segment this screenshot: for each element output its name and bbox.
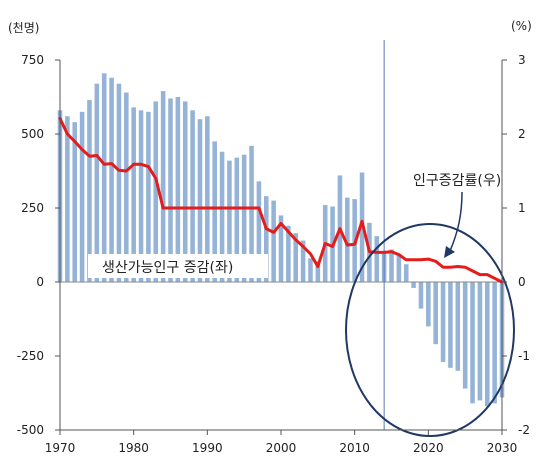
bar: [418, 282, 424, 309]
bar: [286, 225, 291, 282]
bar: [433, 282, 438, 345]
bar: [411, 282, 416, 288]
bar: [175, 97, 181, 282]
bar: [197, 119, 203, 282]
right-tick-label: 0: [518, 275, 526, 289]
bar-series: [57, 73, 505, 407]
bar: [426, 282, 431, 327]
bar: [94, 83, 100, 283]
left-tick-label: 750: [21, 53, 44, 67]
line-series-label: 인구증감률(우): [413, 173, 501, 189]
bar: [182, 101, 188, 282]
callout-arrow: [449, 191, 463, 252]
bar: [190, 110, 195, 282]
bar: [249, 145, 254, 282]
bar: [241, 154, 247, 282]
x-tick-label: 2000: [266, 441, 297, 455]
bar: [440, 282, 446, 362]
bar: [234, 157, 240, 282]
bar: [278, 215, 284, 282]
bar: [160, 91, 166, 282]
bar: [403, 264, 409, 282]
bar: [131, 107, 136, 282]
bar: [448, 282, 453, 368]
left-tick-label: 500: [21, 127, 44, 141]
bar: [87, 99, 92, 283]
bar: [492, 282, 497, 404]
x-tick-label: 2030: [487, 441, 518, 455]
bar-series-label: 생산가능인구 증감(좌): [102, 260, 233, 276]
bar: [315, 261, 321, 282]
bar: [374, 236, 380, 282]
bar: [205, 116, 210, 283]
right-tick-label: -2: [518, 423, 530, 437]
bar: [263, 196, 269, 282]
bar: [146, 111, 151, 282]
bar: [484, 282, 490, 407]
bar: [389, 249, 394, 282]
axis-ticks: 750 500 250 0 -250 -500 3 2 1 0 -1 -2 1970 1980 1990 20…: [17, 53, 530, 455]
x-tick-label: 1970: [45, 441, 76, 455]
bar: [138, 110, 144, 282]
bar: [116, 83, 122, 283]
bar: [153, 101, 159, 282]
bar: [300, 240, 306, 282]
x-tick-label: 1980: [118, 441, 149, 455]
right-axis-unit: (%): [511, 19, 532, 33]
bar: [212, 141, 217, 282]
x-tick-label: 2020: [413, 441, 444, 455]
x-tick-label: 1990: [192, 441, 223, 455]
right-tick-label: 2: [518, 127, 526, 141]
left-tick-label: -250: [17, 349, 44, 363]
bar: [168, 98, 173, 282]
bar: [101, 73, 107, 282]
bar-label-box: [88, 254, 268, 278]
bar: [293, 233, 299, 282]
bar: [72, 122, 78, 282]
bar: [271, 200, 276, 282]
bar: [227, 160, 232, 282]
bar: [79, 111, 85, 282]
bar: [308, 258, 313, 282]
bar: [109, 77, 114, 282]
bar: [256, 181, 262, 282]
bar: [219, 151, 225, 282]
x-tick-label: 2010: [339, 441, 370, 455]
bar: [477, 282, 483, 401]
highlight-ellipse: [345, 223, 515, 437]
left-axis-unit: (천명): [8, 20, 39, 35]
bar: [396, 255, 402, 282]
bar: [462, 282, 468, 389]
left-tick-label: 0: [36, 275, 44, 289]
bar: [124, 92, 129, 282]
right-tick-label: 3: [518, 53, 526, 67]
callout-arrowhead: [444, 246, 455, 258]
bar: [455, 282, 461, 371]
right-tick-label: 1: [518, 201, 526, 215]
bar: [470, 282, 475, 404]
bar: [65, 116, 70, 283]
left-tick-label: 250: [21, 201, 44, 215]
line-series: [58, 117, 504, 284]
bar: [345, 197, 350, 282]
right-tick-label: -1: [518, 349, 530, 363]
left-tick-label: -500: [17, 423, 44, 437]
